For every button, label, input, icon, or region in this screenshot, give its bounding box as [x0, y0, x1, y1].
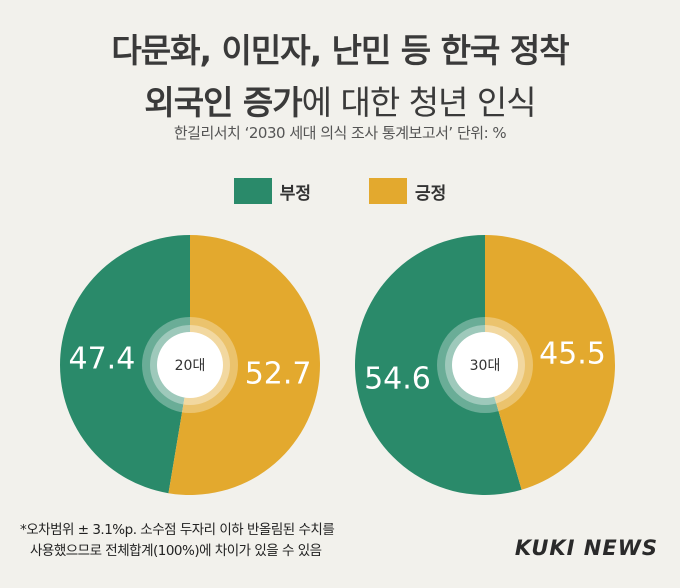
- pie-slice-1-0: [355, 235, 522, 495]
- pie-slice-1-1: [485, 235, 615, 490]
- legend-item-negative: 부정: [233, 178, 311, 204]
- title-rest: 에 대한 청년 인식: [301, 83, 537, 122]
- footnote-line2: 사용했으므로 전체합계(100%)에 차이가 있을 수 있음: [30, 543, 322, 559]
- pie-center-label-1: 30대: [470, 358, 501, 374]
- legend-label-negative: 부정: [279, 183, 311, 204]
- legend-swatch-positive: [369, 178, 407, 204]
- pie-value-label-1-1: 45.5: [539, 336, 606, 371]
- brand-logo: KUKI NEWS: [514, 536, 658, 560]
- legend-item-positive: 긍정: [369, 178, 446, 204]
- pie-value-label-1-0: 54.6: [364, 362, 431, 397]
- title-highlight: 외국인 증가: [144, 83, 302, 122]
- chart-subtitle: 한길리서치 ‘2030 세대 의식 조사 통계보고서’ 단위: %: [173, 124, 507, 142]
- legend-swatch-negative: [233, 178, 272, 204]
- pie-value-label-0-1: 52.7: [245, 356, 312, 391]
- pie-slice-0-1: [168, 235, 320, 495]
- pie-slice-0-0: [59, 235, 190, 494]
- pie-center-label-0: 20대: [175, 358, 206, 374]
- pie-center-1: [452, 332, 518, 398]
- legend-label-positive: 긍정: [415, 183, 447, 204]
- pie-value-label-0-0: 47.4: [69, 342, 136, 377]
- legend: 부정 긍정: [0, 178, 680, 204]
- chart-title-line1: 다문화, 이민자, 난민 등 한국 정착: [111, 31, 569, 70]
- footnote: *오차범위 ± 3.1%p. 소수점 두자리 이하 반올림된 수치를 사용했으므…: [20, 520, 335, 562]
- chart-title-line2: 외국인 증가에 대한 청년 인식: [0, 76, 680, 124]
- footnote-line1: *오차범위 ± 3.1%p. 소수점 두자리 이하 반올림된 수치를: [20, 522, 335, 538]
- pie-center-0: [157, 332, 223, 398]
